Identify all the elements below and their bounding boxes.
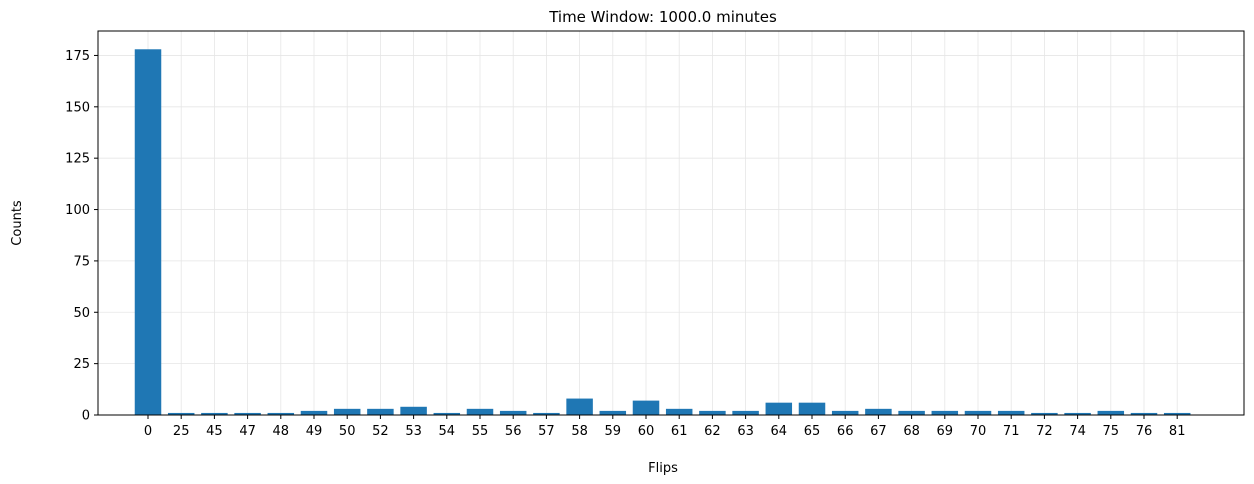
bar-66 <box>831 410 859 415</box>
x-tick-label: 60 <box>638 424 655 439</box>
bar-48 <box>267 412 295 415</box>
x-tick-label: 65 <box>804 424 821 439</box>
bar-68 <box>898 410 925 415</box>
y-tick-label: 150 <box>65 100 90 115</box>
x-tick-label: 56 <box>505 424 522 439</box>
x-axis-ticks: 0 25 45 47 48 49 50 52 53 54 55 56 57 58 59 60 61 62 63 64 6… <box>144 415 1186 439</box>
x-tick-label: 25 <box>173 424 190 439</box>
y-tick-label: 175 <box>65 49 90 64</box>
x-axis-label: Flips <box>648 461 678 476</box>
bar-60 <box>632 400 660 415</box>
x-tick-label: 75 <box>1103 424 1120 439</box>
x-tick-label: 57 <box>538 424 555 439</box>
x-tick-label: 69 <box>937 424 954 439</box>
x-tick-label: 71 <box>1003 424 1020 439</box>
bar-55 <box>466 408 494 415</box>
x-tick-label: 74 <box>1069 424 1086 439</box>
bar-62 <box>699 410 726 415</box>
bar-76 <box>1130 412 1158 415</box>
bar-50 <box>333 408 361 415</box>
x-tick-label: 70 <box>970 424 987 439</box>
x-tick-label: 54 <box>439 424 456 439</box>
bar-25 <box>167 412 195 415</box>
grid-lines <box>98 31 1244 416</box>
y-tick-label: 75 <box>73 254 90 269</box>
x-tick-label: 76 <box>1136 424 1153 439</box>
x-tick-label: 61 <box>671 424 688 439</box>
bar-59 <box>599 410 627 415</box>
bar-74 <box>1064 412 1091 415</box>
x-tick-label: 0 <box>144 424 152 439</box>
bar-67 <box>865 408 892 415</box>
x-tick-label: 64 <box>771 424 788 439</box>
x-tick-label: 81 <box>1169 424 1186 439</box>
x-tick-label: 47 <box>239 424 256 439</box>
bar-49 <box>300 410 328 415</box>
x-tick-label: 53 <box>405 424 422 439</box>
bar-72 <box>1031 412 1058 415</box>
x-tick-label: 72 <box>1036 424 1053 439</box>
y-tick-label: 25 <box>73 357 90 372</box>
x-tick-label: 49 <box>306 424 323 439</box>
bar-52 <box>367 408 394 415</box>
x-tick-label: 58 <box>571 424 588 439</box>
x-tick-label: 68 <box>903 424 920 439</box>
x-tick-label: 52 <box>372 424 389 439</box>
x-tick-label: 59 <box>605 424 622 439</box>
bar-61 <box>665 408 693 415</box>
bar-0 <box>134 49 162 416</box>
x-tick-label: 67 <box>870 424 887 439</box>
bar-75 <box>1097 410 1125 415</box>
bar-70 <box>964 410 992 415</box>
bar-65 <box>798 402 826 415</box>
x-tick-label: 45 <box>206 424 223 439</box>
y-axis-ticks: 0 25 50 75 100 125 150 175 <box>65 49 98 424</box>
bar-56 <box>499 410 527 415</box>
bar-57 <box>533 412 560 415</box>
bar-53 <box>400 406 427 415</box>
bar-45 <box>201 412 228 415</box>
bars <box>134 49 1191 416</box>
bar-63 <box>732 410 759 415</box>
y-tick-label: 100 <box>65 203 90 218</box>
y-tick-label: 50 <box>73 306 90 321</box>
bar-64 <box>765 402 793 415</box>
x-tick-label: 62 <box>704 424 721 439</box>
x-tick-label: 66 <box>837 424 854 439</box>
y-axis-label: Counts <box>10 200 25 246</box>
bar-47 <box>234 412 261 415</box>
chart-title: Time Window: 1000.0 minutes <box>548 8 777 26</box>
bar-81 <box>1163 412 1191 415</box>
bar-69 <box>931 410 959 415</box>
y-tick-label: 0 <box>82 409 90 424</box>
plot-frame <box>97 30 1245 416</box>
bar-71 <box>997 410 1025 415</box>
x-tick-label: 48 <box>273 424 290 439</box>
bar-54 <box>433 412 461 415</box>
x-tick-label: 55 <box>472 424 489 439</box>
y-tick-label: 125 <box>65 152 90 167</box>
bar-58 <box>566 398 593 415</box>
x-tick-label: 63 <box>737 424 754 439</box>
x-tick-label: 50 <box>339 424 356 439</box>
